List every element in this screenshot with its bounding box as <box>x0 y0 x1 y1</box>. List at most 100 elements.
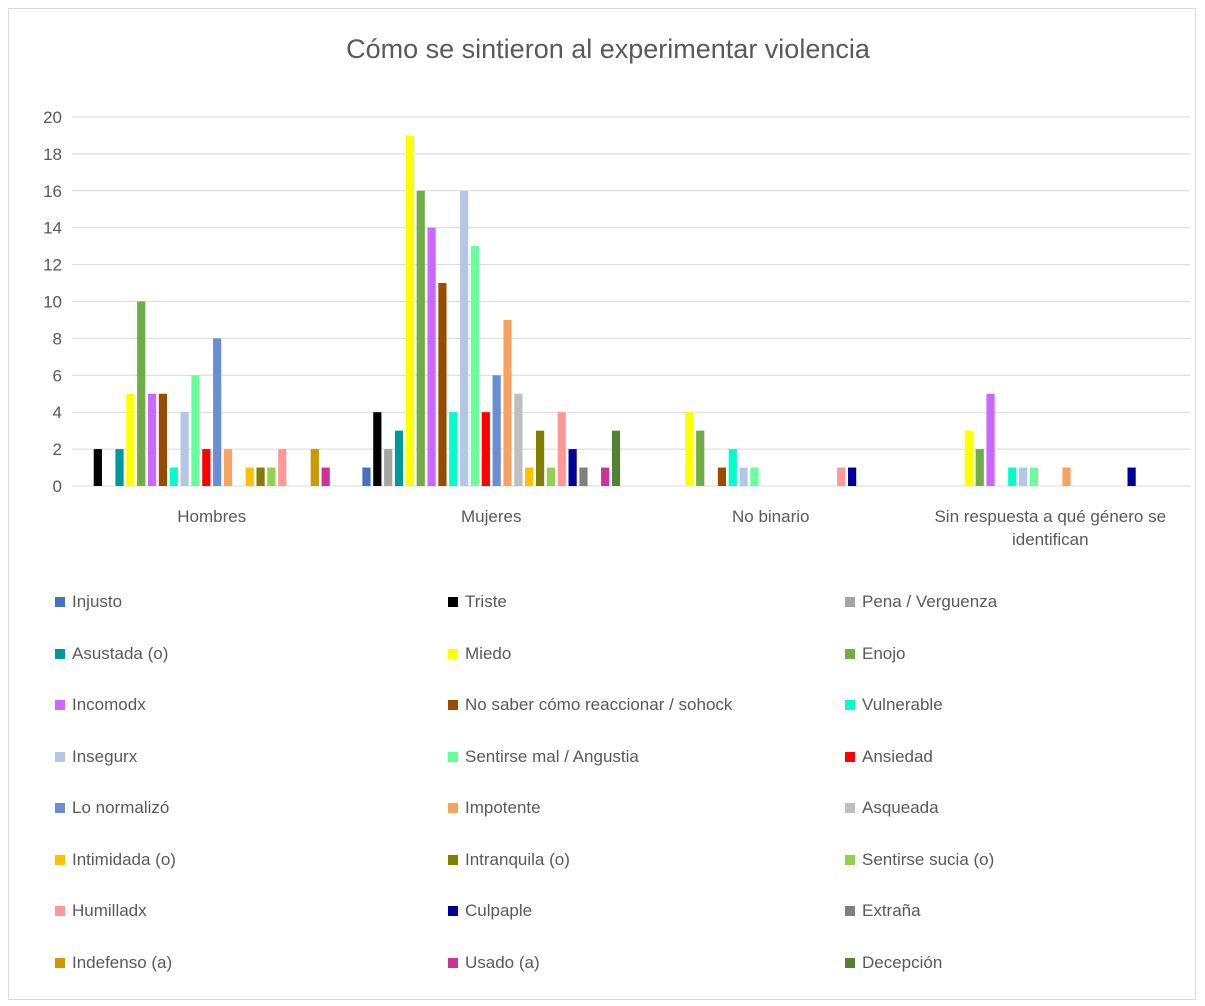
bar <box>394 430 404 486</box>
bar <box>557 412 566 486</box>
bar <box>416 190 425 487</box>
bar <box>278 449 287 486</box>
bar <box>503 319 512 486</box>
bar <box>202 449 211 486</box>
legend-item: Impotente <box>448 798 541 818</box>
legend-item: Humilladx <box>55 901 147 921</box>
legend-item: Intimidada (o) <box>55 850 176 870</box>
legend-swatch <box>55 957 65 968</box>
x-category-label-line: identifican <box>1012 530 1089 549</box>
bar <box>223 449 233 486</box>
legend-label: Asqueada <box>862 798 939 817</box>
legend-item: No saber cómo reaccionar / sohock <box>448 695 732 715</box>
bar <box>213 338 222 486</box>
legend-label: No saber cómo reaccionar / sohock <box>465 695 733 714</box>
legend-swatch <box>55 854 65 865</box>
bar <box>321 467 330 486</box>
bar <box>696 430 705 486</box>
legend-swatch <box>448 597 458 607</box>
bar <box>245 467 254 486</box>
legend-swatch <box>448 751 458 762</box>
legend-label: Culpaple <box>465 901 533 920</box>
legend-item: Usado (a) <box>448 953 540 973</box>
bar <box>611 430 621 486</box>
legend-item: Incomodx <box>55 695 146 715</box>
chart-title: Cómo se sintieron al experimentar violen… <box>346 34 871 64</box>
y-tick-label: 20 <box>43 108 62 127</box>
legend-swatch <box>845 957 855 968</box>
legend-swatch <box>448 700 458 710</box>
y-tick-label: 14 <box>43 219 62 238</box>
legend-label: Injusto <box>72 592 123 611</box>
bar <box>986 393 995 486</box>
bar <box>848 467 857 486</box>
legend-item: Triste <box>448 592 507 612</box>
legend-swatch <box>845 906 855 916</box>
legend-item: Asqueada <box>845 798 939 818</box>
legend-label: Enojo <box>862 643 906 663</box>
legend-swatch <box>55 803 65 813</box>
legend-label: Miedo <box>465 643 512 663</box>
legend-swatch <box>55 648 65 659</box>
bar <box>158 393 168 486</box>
legend-swatch <box>845 700 855 710</box>
bar <box>1029 467 1039 486</box>
bar <box>546 467 556 486</box>
bar <box>126 393 135 486</box>
legend-swatch <box>845 854 855 865</box>
legend-label: Pena / Verguenza <box>862 592 998 611</box>
bar <box>384 449 393 486</box>
legend-item: Sentirse mal / Angustia <box>448 747 639 767</box>
bar <box>115 449 124 486</box>
y-tick-label: 8 <box>53 329 62 348</box>
bar <box>438 283 447 486</box>
legend-item: Pena / Verguenza <box>845 592 997 612</box>
legend-item: Lo normalizó <box>55 798 169 818</box>
legend-item: Insegurx <box>55 747 137 767</box>
bar <box>373 412 382 486</box>
y-tick-label: 10 <box>43 293 62 312</box>
bar <box>750 467 759 486</box>
bar <box>93 449 102 486</box>
bar <box>169 467 178 486</box>
bar <box>256 467 265 486</box>
legend-item: Asustada (o) <box>55 644 168 664</box>
bar <box>1127 467 1136 486</box>
bar <box>267 467 276 486</box>
x-category-label: Hombres <box>177 507 246 526</box>
legend-label: Humilladx <box>72 901 147 920</box>
bar <box>837 467 846 486</box>
bar <box>460 190 469 487</box>
legend-label: Asustada (o) <box>72 643 169 663</box>
legend-label: Sentirse sucia (o) <box>862 849 995 869</box>
legend-swatch <box>55 597 65 607</box>
bar <box>964 430 973 486</box>
legend-label: Extraña <box>862 901 921 920</box>
legend-label: Intimidada (o) <box>72 849 176 869</box>
bar <box>180 412 189 486</box>
bar <box>492 375 501 486</box>
legend-item: Culpaple <box>448 901 532 921</box>
legend-item: Sentirse sucia (o) <box>845 850 994 870</box>
legend-swatch <box>845 648 855 659</box>
legend-label: Triste <box>465 592 507 611</box>
x-category-label: No binario <box>732 507 810 526</box>
y-tick-label: 16 <box>43 182 62 201</box>
bar <box>535 430 545 486</box>
legend-label: Impotente <box>465 798 541 817</box>
bar <box>310 449 319 486</box>
bar <box>449 412 458 486</box>
bar <box>739 467 748 486</box>
legend-swatch <box>55 700 65 710</box>
bar <box>601 467 610 486</box>
bar <box>137 301 146 486</box>
legend-item: Enojo <box>845 644 905 664</box>
legend-swatch <box>55 751 65 762</box>
legend-label: Vulnerable <box>862 695 943 714</box>
y-tick-label: 12 <box>43 256 62 275</box>
legend-item: Miedo <box>448 644 511 664</box>
x-category-label-line: Sin respuesta a qué género se <box>934 507 1166 526</box>
bar <box>975 449 984 486</box>
x-category-label-line: No binario <box>732 507 810 526</box>
legend-swatch <box>845 597 855 607</box>
